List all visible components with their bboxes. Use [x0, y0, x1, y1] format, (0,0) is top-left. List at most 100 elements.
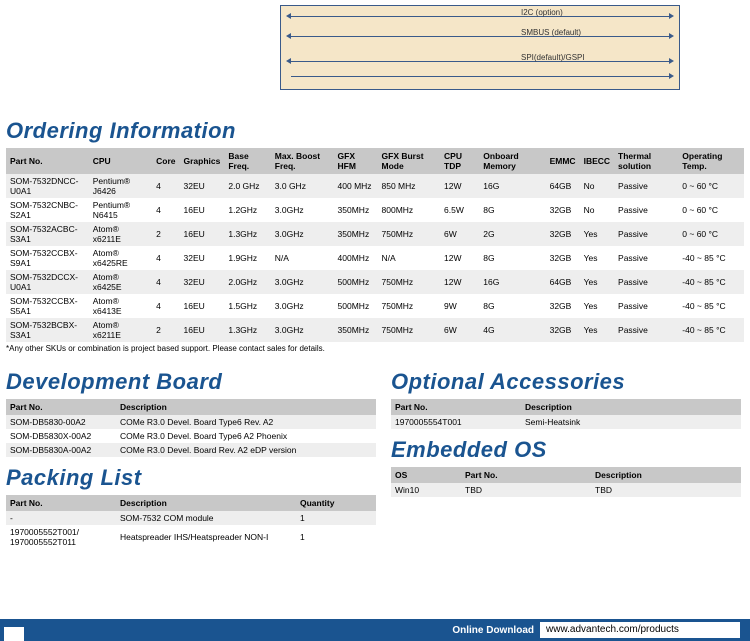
table-cell: 2.0GHz — [224, 270, 270, 294]
table-cell: 8G — [479, 294, 545, 318]
table-cell: 1970005552T001/1970005552T011 — [6, 525, 116, 549]
accessories-table: Part No.Description 1970005554T001Semi-H… — [391, 399, 741, 429]
column-header: EMMC — [546, 148, 580, 174]
table-cell: 0 ~ 60 °C — [678, 198, 744, 222]
table-cell: No — [580, 174, 614, 198]
column-header: Part No. — [6, 495, 116, 511]
table-cell: 500MHz — [334, 270, 378, 294]
table-cell: 32EU — [180, 246, 225, 270]
table-row: SOM-7532CCBX-S9A1Atom® x6425RE432EU1.9GH… — [6, 246, 744, 270]
table-cell: SOM-DB5830X-00A2 — [6, 429, 116, 443]
table-row: SOM-7532CCBX-S5A1Atom® x6413E416EU1.5GHz… — [6, 294, 744, 318]
footer-label: Online Download — [452, 625, 534, 636]
table-row: SOM-7532DNCC-U0A1Pentium® J6426432EU2.0 … — [6, 174, 744, 198]
table-cell: COMe R3.0 Devel. Board Type6 A2 Phoenix — [116, 429, 376, 443]
footer-tab — [4, 627, 24, 641]
table-row: SOM-DB5830A-00A2COMe R3.0 Devel. Board R… — [6, 443, 376, 457]
column-header: CPU — [89, 148, 152, 174]
column-header: Description — [116, 399, 376, 415]
table-cell: 16EU — [180, 318, 225, 342]
table-cell: 32GB — [546, 222, 580, 246]
column-header: Max. Boost Freq. — [271, 148, 334, 174]
diagram-label: SMBUS (default) — [521, 28, 581, 37]
table-cell: 500MHz — [334, 294, 378, 318]
table-cell: Win10 — [391, 483, 461, 497]
table-cell: 1970005554T001 — [391, 415, 521, 429]
table-cell: 400MHz — [334, 246, 378, 270]
diagram-fragment: I2C (option) SMBUS (default) SPI(default… — [0, 0, 750, 110]
table-row: SOM-DB5830X-00A2COMe R3.0 Devel. Board T… — [6, 429, 376, 443]
table-cell: SOM-7532BCBX-S3A1 — [6, 318, 89, 342]
table-cell: Yes — [580, 294, 614, 318]
table-cell: 2G — [479, 222, 545, 246]
table-cell: 1 — [296, 525, 376, 549]
table-cell: Heatspreader IHS/Heatspreader NON-I — [116, 525, 296, 549]
table-cell: Yes — [580, 246, 614, 270]
table-row: -SOM-7532 COM module1 — [6, 511, 376, 525]
table-cell: 4 — [152, 246, 179, 270]
table-cell: 3.0GHz — [271, 222, 334, 246]
table-cell: 750MHz — [378, 270, 441, 294]
table-cell: Passive — [614, 222, 678, 246]
table-cell: SOM-DB5830A-00A2 — [6, 443, 116, 457]
table-cell: 400 MHz — [334, 174, 378, 198]
table-cell: 2.0 GHz — [224, 174, 270, 198]
table-cell: -40 ~ 85 °C — [678, 318, 744, 342]
ordering-footnote: *Any other SKUs or combination is projec… — [6, 344, 744, 353]
footer-bar: Online Download www.advantech.com/produc… — [0, 619, 750, 641]
table-cell: Passive — [614, 174, 678, 198]
table-cell: 1.2GHz — [224, 198, 270, 222]
table-cell: 2 — [152, 318, 179, 342]
column-header: Thermal solution — [614, 148, 678, 174]
table-cell: 9W — [440, 294, 479, 318]
column-header: IBECC — [580, 148, 614, 174]
table-cell: SOM-7532CCBX-S5A1 — [6, 294, 89, 318]
column-header: Core — [152, 148, 179, 174]
table-cell: SOM-7532CCBX-S9A1 — [6, 246, 89, 270]
table-cell: Passive — [614, 246, 678, 270]
column-header: Part No. — [6, 399, 116, 415]
column-header: OS — [391, 467, 461, 483]
table-cell: Pentium® J6426 — [89, 174, 152, 198]
table-cell: 800MHz — [378, 198, 441, 222]
table-cell: 6W — [440, 318, 479, 342]
table-cell: 350MHz — [334, 222, 378, 246]
table-cell: 750MHz — [378, 294, 441, 318]
table-cell: 850 MHz — [378, 174, 441, 198]
table-cell: Passive — [614, 294, 678, 318]
table-row: SOM-DB5830-00A2COMe R3.0 Devel. Board Ty… — [6, 415, 376, 429]
column-header: Description — [116, 495, 296, 511]
table-cell: 32GB — [546, 318, 580, 342]
table-cell: Passive — [614, 318, 678, 342]
table-cell: Yes — [580, 222, 614, 246]
table-row: SOM-7532DCCX-U0A1Atom® x6425E432EU2.0GHz… — [6, 270, 744, 294]
embedded-table: OSPart No.Description Win10TBDTBD — [391, 467, 741, 497]
table-cell: Atom® x6211E — [89, 222, 152, 246]
table-cell: 32GB — [546, 198, 580, 222]
table-row: 1970005552T001/1970005552T011Heatspreade… — [6, 525, 376, 549]
column-header: Operating Temp. — [678, 148, 744, 174]
table-cell: 8G — [479, 246, 545, 270]
table-cell: TBD — [591, 483, 741, 497]
table-row: SOM-7532CNBC-S2A1Pentium® N6415416EU1.2G… — [6, 198, 744, 222]
table-cell: 8G — [479, 198, 545, 222]
table-cell: Atom® x6413E — [89, 294, 152, 318]
table-cell: SOM-7532 COM module — [116, 511, 296, 525]
table-cell: 16EU — [180, 198, 225, 222]
table-cell: 0 ~ 60 °C — [678, 222, 744, 246]
table-cell: Atom® x6211E — [89, 318, 152, 342]
table-cell: Semi-Heatsink — [521, 415, 741, 429]
ordering-title: Ordering Information — [6, 118, 750, 144]
table-cell: 4 — [152, 174, 179, 198]
table-cell: 750MHz — [378, 222, 441, 246]
table-cell: Yes — [580, 318, 614, 342]
table-cell: 4 — [152, 270, 179, 294]
diagram-label: I2C (option) — [521, 8, 563, 17]
table-cell: Atom® x6425E — [89, 270, 152, 294]
column-header: CPU TDP — [440, 148, 479, 174]
table-row: SOM-7532BCBX-S3A1Atom® x6211E216EU1.3GHz… — [6, 318, 744, 342]
table-cell: Yes — [580, 270, 614, 294]
table-cell: 3.0GHz — [271, 318, 334, 342]
table-cell: 4G — [479, 318, 545, 342]
column-header: Quantity — [296, 495, 376, 511]
